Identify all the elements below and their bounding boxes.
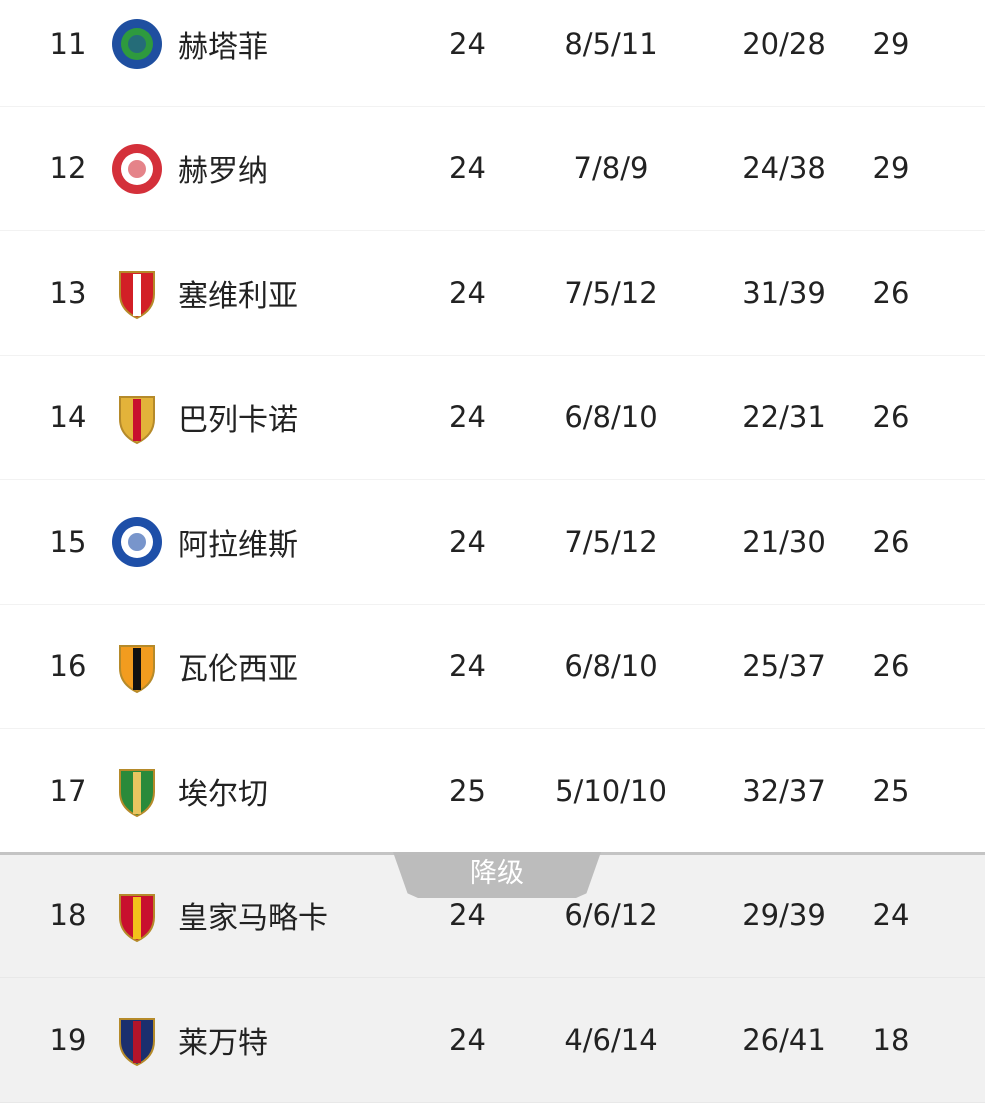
valencia-crest-icon [110, 640, 164, 694]
rank: 18 [49, 898, 87, 933]
table-row[interactable]: 15 阿拉维斯 24 7/5/12 21/30 26 [0, 480, 985, 605]
goals-for-against: 25/37 [742, 649, 826, 684]
goals-for-against: 22/31 [742, 400, 826, 435]
sevilla-crest-icon [110, 266, 164, 320]
goals-for-against: 26/41 [742, 1022, 826, 1057]
team-name: 埃尔切 [178, 776, 268, 812]
team-name: 赫罗纳 [178, 154, 268, 190]
relegation-zone-label: 降级 [393, 852, 601, 898]
matches-played: 25 [449, 773, 486, 808]
rank: 12 [49, 151, 87, 186]
matches-played: 24 [449, 151, 486, 186]
alaves-crest-icon [110, 515, 164, 569]
goals-for-against: 21/30 [742, 524, 826, 559]
points: 26 [872, 275, 910, 310]
table-row[interactable]: 19 莱万特 24 4/6/14 26/41 18 [0, 978, 985, 1103]
elche-crest-icon [110, 764, 164, 818]
matches-played: 24 [449, 400, 486, 435]
rank: 16 [49, 649, 87, 684]
rayo-crest-icon [110, 391, 164, 445]
matches-played: 24 [449, 1022, 486, 1057]
goals-for-against: 32/37 [742, 773, 826, 808]
team-name: 皇家马略卡 [178, 901, 328, 937]
win-draw-loss: 7/5/12 [564, 275, 658, 310]
team-name: 瓦伦西亚 [178, 652, 298, 688]
matches-played: 24 [449, 898, 486, 933]
points: 25 [872, 773, 910, 808]
win-draw-loss: 7/8/9 [573, 151, 649, 186]
getafe-crest-icon [110, 17, 164, 71]
matches-played: 24 [449, 649, 486, 684]
rank: 19 [49, 1022, 87, 1057]
win-draw-loss: 4/6/14 [564, 1022, 658, 1057]
points: 26 [872, 524, 910, 559]
rank: 14 [49, 400, 87, 435]
matches-played: 24 [449, 524, 486, 559]
table-row[interactable]: 12 赫罗纳 24 7/8/9 24/38 29 [0, 107, 985, 231]
table-row[interactable]: 14 巴列卡诺 24 6/8/10 22/31 26 [0, 356, 985, 480]
win-draw-loss: 6/8/10 [564, 400, 658, 435]
matches-played: 24 [449, 26, 486, 61]
goals-for-against: 20/28 [742, 26, 826, 61]
goals-for-against: 24/38 [742, 151, 826, 186]
points: 18 [872, 1022, 910, 1057]
goals-for-against: 31/39 [742, 275, 826, 310]
table-row[interactable]: 11 赫塔菲 24 8/5/11 20/28 29 [0, 0, 985, 107]
points: 26 [872, 400, 910, 435]
points: 26 [872, 649, 910, 684]
points: 24 [872, 898, 910, 933]
win-draw-loss: 6/6/12 [564, 898, 658, 933]
team-name: 阿拉维斯 [178, 527, 298, 563]
table-row[interactable]: 13 塞维利亚 24 7/5/12 31/39 26 [0, 231, 985, 356]
table-row[interactable]: 16 瓦伦西亚 24 6/8/10 25/37 26 [0, 605, 985, 729]
goals-for-against: 29/39 [742, 898, 826, 933]
points: 29 [872, 151, 910, 186]
rank: 15 [49, 524, 87, 559]
win-draw-loss: 7/5/12 [564, 524, 658, 559]
win-draw-loss: 8/5/11 [564, 26, 658, 61]
table-row[interactable]: 17 埃尔切 25 5/10/10 32/37 25 [0, 729, 985, 854]
team-name: 赫塔菲 [178, 29, 268, 65]
team-name: 巴列卡诺 [178, 403, 298, 439]
girona-crest-icon [110, 142, 164, 196]
team-name: 塞维利亚 [178, 278, 298, 314]
points: 29 [872, 26, 910, 61]
matches-played: 24 [449, 275, 486, 310]
rank: 11 [49, 26, 87, 61]
levante-crest-icon [110, 1013, 164, 1067]
mallorca-crest-icon [110, 889, 164, 943]
rank: 17 [49, 773, 87, 808]
team-name: 莱万特 [178, 1025, 268, 1061]
win-draw-loss: 6/8/10 [564, 649, 658, 684]
rank: 13 [49, 275, 87, 310]
win-draw-loss: 5/10/10 [555, 773, 667, 808]
